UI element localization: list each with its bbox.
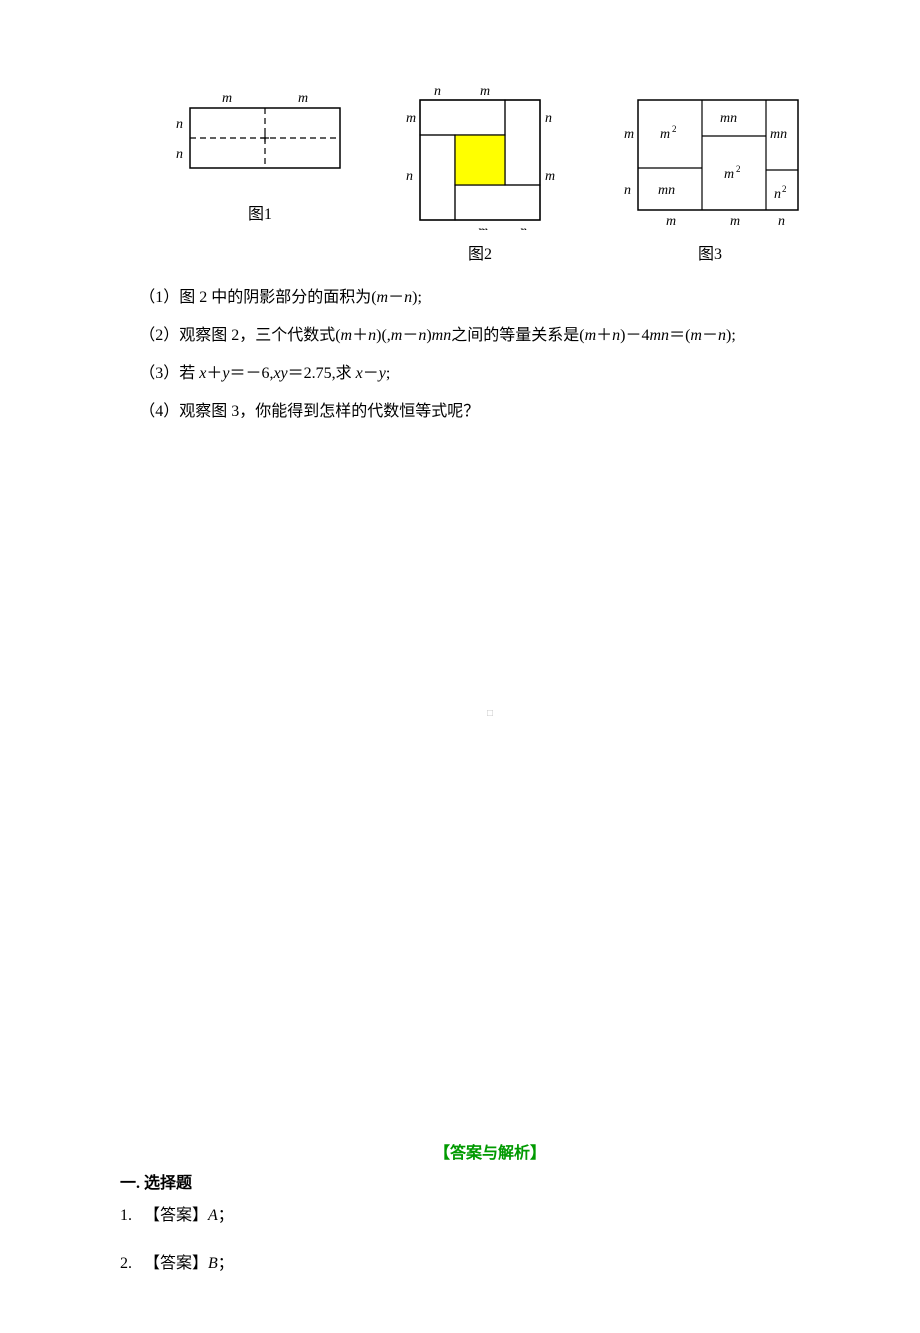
answers-section-title: 一. 选择题 (120, 1169, 860, 1193)
answer-2-tail: ； (218, 1255, 234, 1272)
svg-text:mn: mn (720, 111, 737, 126)
answer-1-letter: A (208, 1207, 218, 1224)
answer-item-1: 1. 【答案】A； (120, 1201, 860, 1225)
svg-text:n: n (774, 187, 781, 202)
figure-3-caption: 图3 (698, 240, 722, 264)
svg-text:2: 2 (672, 124, 677, 134)
answers-header: 【答案与解析】 (120, 1139, 860, 1163)
svg-text:n: n (434, 84, 441, 99)
problem-1: （1）图 2 中的阴影部分的面积为(m－n); (120, 282, 860, 314)
answer-2-label: 【答案】 (144, 1255, 208, 1272)
svg-text:m: m (730, 214, 740, 229)
answer-item-2: 2. 【答案】B； (120, 1249, 860, 1273)
svg-text:n: n (176, 117, 183, 132)
figure-3: m2 mn mn m2 mn n2 m n m m n 图3 (610, 80, 810, 264)
svg-text:m: m (545, 169, 555, 184)
figure-1-svg: m m n n (170, 80, 350, 190)
figure-1-caption: 图1 (248, 200, 272, 224)
svg-text:n: n (778, 214, 785, 229)
svg-text:mn: mn (770, 127, 787, 142)
problem-2: （2）观察图 2，三个代数式(m＋n)(,m－n)mn之间的等量关系是(m＋n)… (120, 320, 860, 352)
answer-1-tail: ； (218, 1207, 234, 1224)
figure-2: n m n m m n m n 图2 (390, 80, 570, 264)
figure-2-caption: 图2 (468, 240, 492, 264)
problem-3: （3）若 x＋y＝－6,xy＝2.75,求 x－y; (120, 358, 860, 390)
problems-block: （1）图 2 中的阴影部分的面积为(m－n); （2）观察图 2，三个代数式(m… (120, 282, 860, 428)
svg-text:m: m (406, 111, 416, 126)
svg-text:m: m (660, 127, 670, 142)
answer-2-num: 2. (120, 1255, 132, 1272)
answer-1-num: 1. (120, 1207, 132, 1224)
answer-2-letter: B (208, 1255, 218, 1272)
figure-2-svg: n m n m m n m n (390, 80, 570, 230)
svg-text:m: m (724, 167, 734, 182)
svg-text:m: m (666, 214, 676, 229)
svg-text:n: n (406, 169, 413, 184)
svg-text:2: 2 (736, 164, 741, 174)
svg-text:2: 2 (782, 184, 787, 194)
svg-text:n: n (545, 111, 552, 126)
answer-1-label: 【答案】 (144, 1207, 208, 1224)
svg-text:m: m (222, 91, 232, 106)
svg-text:n: n (520, 224, 527, 230)
problem-4: （4）观察图 3，你能得到怎样的代数恒等式呢？ (120, 396, 860, 428)
svg-text:mn: mn (658, 183, 675, 198)
footnote-mark: □ (120, 708, 860, 719)
svg-text:m: m (298, 91, 308, 106)
svg-text:m: m (480, 84, 490, 99)
figure-1: m m n n 图1 (170, 80, 350, 264)
svg-text:n: n (176, 147, 183, 162)
figure-3-svg: m2 mn mn m2 mn n2 m n m m n (610, 80, 810, 230)
svg-text:m: m (478, 224, 488, 230)
svg-text:n: n (624, 183, 631, 198)
svg-text:m: m (624, 127, 634, 142)
